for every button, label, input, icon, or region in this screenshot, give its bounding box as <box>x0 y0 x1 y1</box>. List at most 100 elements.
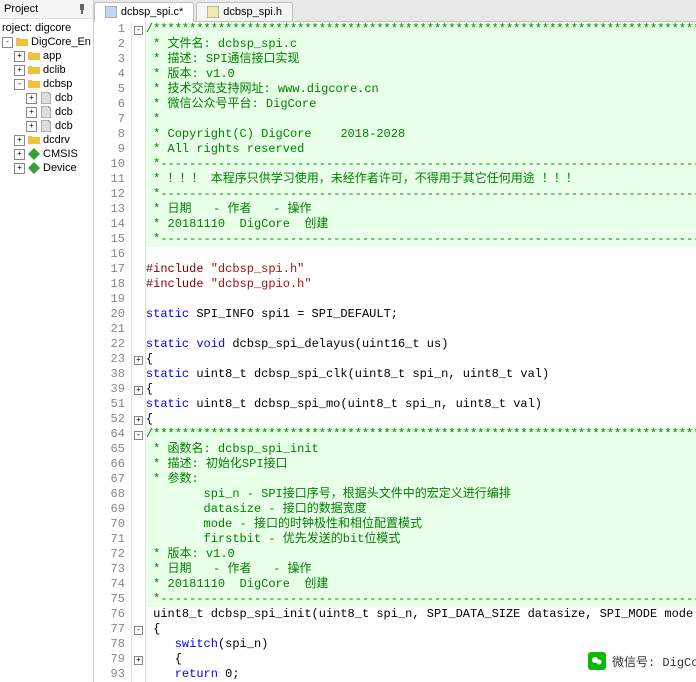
code-line[interactable]: * 微信公众号平台: DigCore <box>146 97 696 112</box>
fold-toggle[interactable]: + <box>134 386 143 395</box>
code-line[interactable]: /***************************************… <box>146 22 696 37</box>
code-line[interactable]: static uint8_t dcbsp_spi_mo(uint8_t spi_… <box>146 397 696 412</box>
expand-icon[interactable]: + <box>26 93 37 104</box>
code-line[interactable]: { <box>146 352 696 367</box>
line-number: 65 <box>94 442 125 457</box>
tree-item-label: Device <box>43 162 77 174</box>
editor-tab[interactable]: dcbsp_spi.h <box>196 2 293 21</box>
line-number: 67 <box>94 472 125 487</box>
code-line[interactable]: * Copyright(C) DigCore 2018-2028 <box>146 127 696 142</box>
code-line[interactable]: *---------------------------------------… <box>146 157 696 172</box>
line-number: 18 <box>94 277 125 292</box>
code-line[interactable]: * 描述: SPI通信接口实现 <box>146 52 696 67</box>
code-line[interactable] <box>146 247 696 262</box>
file-icon <box>207 6 219 18</box>
line-number: 39 <box>94 382 125 397</box>
code-line[interactable]: static SPI_INFO spi1 = SPI_DEFAULT; <box>146 307 696 322</box>
code-line[interactable]: /***************************************… <box>146 427 696 442</box>
code-line[interactable]: * 版本: v1.0 <box>146 67 696 82</box>
code-line[interactable] <box>146 292 696 307</box>
tree-item[interactable]: -DigCore_En <box>2 35 91 49</box>
expand-icon[interactable]: + <box>26 121 37 132</box>
code-line[interactable]: spi_n - SPI接口序号，根据头文件中的宏定义进行编排 <box>146 487 696 502</box>
code-line[interactable]: * ！！！ 本程序只供学习使用，未经作者许可，不得用于其它任何用途 ！！！ <box>146 172 696 187</box>
code-line[interactable]: * All rights reserved <box>146 142 696 157</box>
tree-item[interactable]: + dcb <box>2 105 91 119</box>
code-line[interactable]: switch(spi_n) <box>146 637 696 652</box>
fold-toggle[interactable]: + <box>134 416 143 425</box>
tree-item[interactable]: + Device <box>2 161 91 175</box>
tree-item-label: dcdrv <box>43 134 70 146</box>
code-line[interactable]: * 参数: <box>146 472 696 487</box>
code-line[interactable]: * 文件名: dcbsp_spi.c <box>146 37 696 52</box>
code-line[interactable]: *---------------------------------------… <box>146 592 696 607</box>
code-line[interactable]: * 函数名: dcbsp_spi_init <box>146 442 696 457</box>
line-number: 78 <box>94 637 125 652</box>
line-number: 6 <box>94 97 125 112</box>
code-line[interactable]: * 描述: 初始化SPI接口 <box>146 457 696 472</box>
folder-icon <box>27 78 41 90</box>
line-number: 74 <box>94 577 125 592</box>
tree-root[interactable]: roject: digcore <box>2 21 91 35</box>
tree-item-label: CMSIS <box>43 148 78 160</box>
line-number: 4 <box>94 67 125 82</box>
tree-item[interactable]: + dcdrv <box>2 133 91 147</box>
code-line[interactable]: * 日期 - 作者 - 操作 <box>146 202 696 217</box>
expand-icon[interactable]: + <box>14 163 25 174</box>
sidebar-title: Project <box>4 3 75 15</box>
editor-tab[interactable]: dcbsp_spi.c* <box>94 2 194 22</box>
code-line[interactable]: * 技术交流支持网址: www.digcore.cn <box>146 82 696 97</box>
line-number: 9 <box>94 142 125 157</box>
code-body[interactable]: /***************************************… <box>146 22 696 682</box>
line-number: 75 <box>94 592 125 607</box>
tree-root-label: roject: digcore <box>2 22 71 34</box>
code-line[interactable]: * 20181110 DigCore 创建 <box>146 217 696 232</box>
code-line[interactable]: *---------------------------------------… <box>146 232 696 247</box>
tree-item[interactable]: +dcb <box>2 119 91 133</box>
expand-icon[interactable]: + <box>26 107 37 118</box>
expand-icon[interactable]: + <box>14 135 25 146</box>
code-line[interactable]: #include "dcbsp_spi.h" <box>146 262 696 277</box>
code-line[interactable]: * 日期 - 作者 - 操作 <box>146 562 696 577</box>
code-line[interactable] <box>146 322 696 337</box>
folder-icon <box>27 64 41 76</box>
code-line[interactable]: mode - 接口的时钟极性和相位配置模式 <box>146 517 696 532</box>
code-line[interactable]: #include "dcbsp_gpio.h" <box>146 277 696 292</box>
line-number: 23 <box>94 352 125 367</box>
expand-icon[interactable]: - <box>2 37 13 48</box>
tree-item-label: dcb <box>55 106 73 118</box>
line-number: 22 <box>94 337 125 352</box>
expand-icon[interactable]: + <box>14 51 25 62</box>
code-line[interactable]: static void dcbsp_spi_delayus(uint16_t u… <box>146 337 696 352</box>
expand-icon[interactable]: + <box>14 65 25 76</box>
fold-toggle[interactable]: - <box>134 26 143 35</box>
code-editor[interactable]: 1234567891011121314151617181920212223383… <box>94 22 696 682</box>
tree-item[interactable]: +dclib <box>2 63 91 77</box>
code-line[interactable]: static uint8_t dcbsp_spi_clk(uint8_t spi… <box>146 367 696 382</box>
fold-toggle[interactable]: - <box>134 431 143 440</box>
line-number: 1 <box>94 22 125 37</box>
pin-icon[interactable] <box>75 2 89 16</box>
expand-icon[interactable]: + <box>14 149 25 160</box>
code-line[interactable]: * <box>146 112 696 127</box>
line-number: 21 <box>94 322 125 337</box>
code-line[interactable]: *---------------------------------------… <box>146 187 696 202</box>
line-number: 79 <box>94 652 125 667</box>
tree-item[interactable]: +dcb <box>2 91 91 105</box>
tree-item[interactable]: + CMSIS <box>2 147 91 161</box>
code-line[interactable]: uint8_t dcbsp_spi_init(uint8_t spi_n, SP… <box>146 607 696 622</box>
code-line[interactable]: datasize - 接口的数据宽度 <box>146 502 696 517</box>
tree-item[interactable]: -dcbsp <box>2 77 91 91</box>
code-line[interactable]: firstbit - 优先发送的bit位模式 <box>146 532 696 547</box>
tab-label: dcbsp_spi.h <box>223 6 282 18</box>
code-line[interactable]: { <box>146 382 696 397</box>
fold-toggle[interactable]: + <box>134 656 143 665</box>
code-line[interactable]: { <box>146 622 696 637</box>
fold-toggle[interactable]: + <box>134 356 143 365</box>
tree-item[interactable]: +app <box>2 49 91 63</box>
expand-icon[interactable]: - <box>14 79 25 90</box>
code-line[interactable]: { <box>146 412 696 427</box>
code-line[interactable]: * 20181110 DigCore 创建 <box>146 577 696 592</box>
code-line[interactable]: * 版本: v1.0 <box>146 547 696 562</box>
fold-toggle[interactable]: - <box>134 626 143 635</box>
